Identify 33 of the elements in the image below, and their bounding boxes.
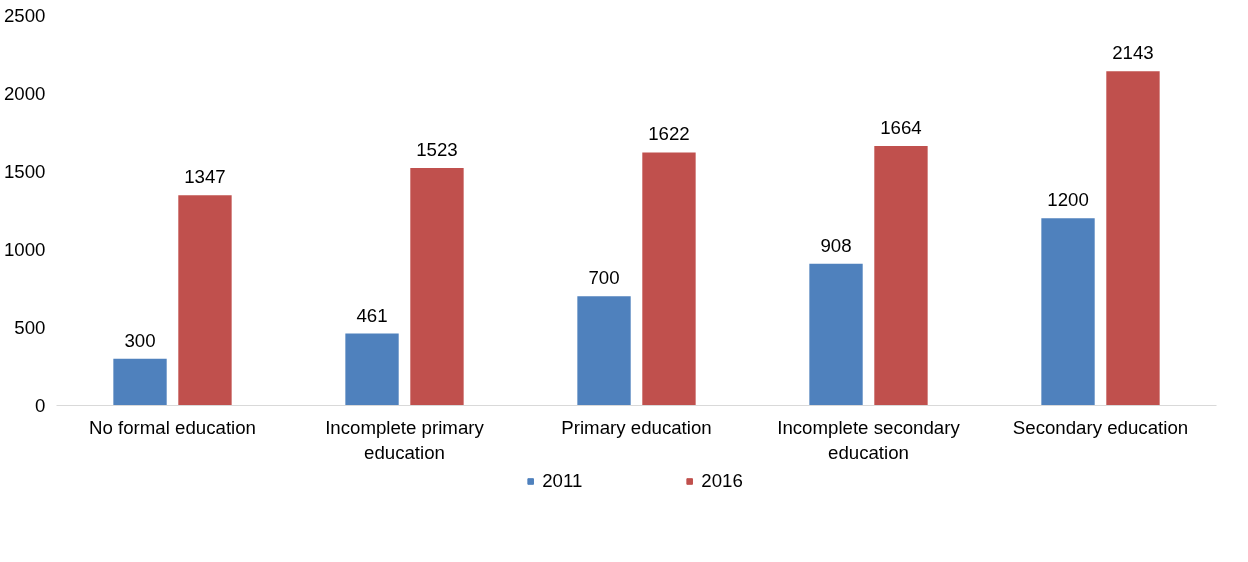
x-tick-label: Incomplete primary education xyxy=(325,416,485,463)
data-label: 1622 xyxy=(648,123,690,145)
bar xyxy=(1106,71,1160,406)
y-tick-label: 1500 xyxy=(4,161,46,182)
bar xyxy=(410,167,464,406)
data-label: 1200 xyxy=(1047,189,1089,211)
y-tick-label: 0 xyxy=(35,395,46,416)
data-label: 700 xyxy=(588,267,620,289)
bar xyxy=(642,152,696,406)
x-tick-label: Secondary education xyxy=(1012,416,1189,438)
x-tick-label: Primary education xyxy=(561,416,712,438)
data-label: 461 xyxy=(356,304,388,326)
data-label: 300 xyxy=(124,329,156,351)
bar xyxy=(1041,218,1095,406)
bar xyxy=(577,296,631,406)
x-tick-label: No formal education xyxy=(89,416,256,438)
data-label: 2143 xyxy=(1112,42,1154,64)
y-tick-label: 2500 xyxy=(4,5,46,26)
data-label: 1347 xyxy=(184,166,226,188)
bar xyxy=(178,195,232,406)
bar xyxy=(874,145,928,406)
data-label: 1523 xyxy=(416,138,458,160)
data-label: 908 xyxy=(820,234,852,256)
data-label: 1664 xyxy=(880,116,922,138)
legend-label: 2011 xyxy=(542,470,583,492)
legend-label: 2016 xyxy=(701,470,743,492)
y-tick-label: 1000 xyxy=(4,239,46,260)
x-tick-label: Incomplete secondary education xyxy=(777,416,961,463)
bar xyxy=(345,333,399,406)
bar xyxy=(809,263,863,406)
bar xyxy=(113,358,167,406)
y-tick-label: 500 xyxy=(14,317,46,338)
y-tick-label: 2000 xyxy=(4,83,46,104)
